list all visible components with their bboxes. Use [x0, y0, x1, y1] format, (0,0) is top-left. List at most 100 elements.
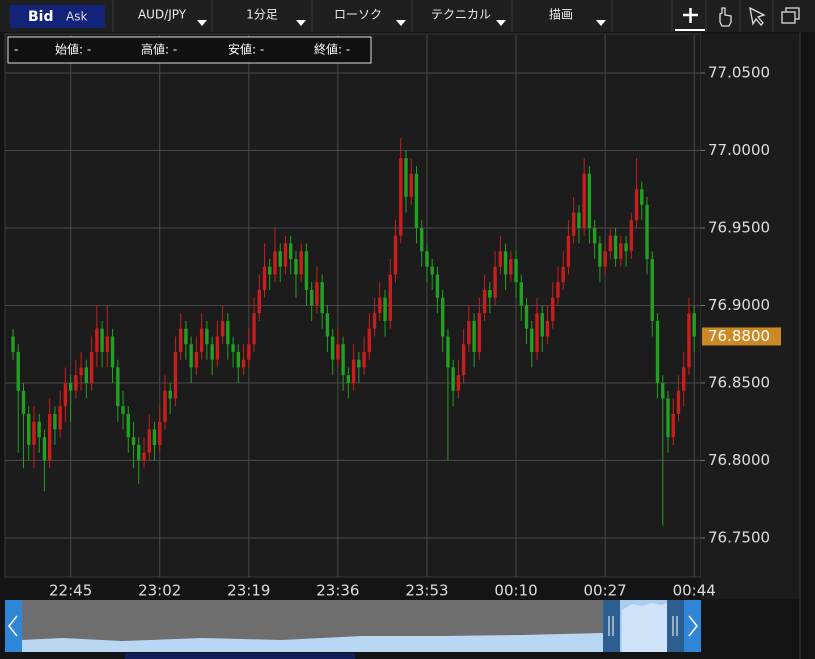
candle-body [545, 320, 550, 337]
candle-body [598, 243, 602, 267]
info-high: 高値: - [141, 42, 177, 57]
candle-body [440, 297, 445, 337]
candle-body [205, 328, 209, 345]
navigator-left-button[interactable] [5, 600, 22, 652]
candle-body [194, 351, 199, 368]
candle-body [530, 328, 534, 352]
candle-body [241, 359, 246, 368]
candle-body [435, 274, 440, 298]
candle-body [215, 336, 220, 360]
candle-body [514, 258, 518, 283]
candle-body [126, 413, 130, 438]
candle-body [488, 289, 492, 298]
candle-body [456, 375, 461, 391]
candle-body [304, 251, 309, 290]
candle-body [346, 375, 351, 383]
candle-body [21, 390, 26, 414]
candle-body [315, 282, 319, 306]
candle-body [414, 173, 419, 228]
info-bar [7, 36, 372, 64]
y-tick-label: 76.9000 [708, 296, 770, 314]
candle-body [451, 367, 455, 391]
candle-body [325, 313, 330, 337]
navigator-right-button[interactable] [684, 600, 701, 652]
candle-body [294, 258, 298, 275]
price-axis-area [701, 34, 800, 599]
candle-body [121, 406, 125, 414]
candle-body [58, 406, 62, 430]
candle-body [283, 243, 288, 267]
candle-body [68, 382, 73, 391]
candle-body [357, 359, 361, 368]
candle-body [666, 398, 670, 438]
x-tick-label: 00:44 [673, 582, 716, 600]
candle-body [498, 251, 503, 267]
candle-body [582, 173, 586, 228]
candle-body [131, 437, 136, 445]
candle-body [158, 421, 162, 445]
x-tick-label: 22:45 [49, 582, 92, 600]
candle-body [32, 421, 36, 445]
y-tick-label: 77.0000 [708, 141, 770, 159]
candle-body [137, 444, 141, 461]
candle-body [226, 320, 230, 345]
candle-body [420, 227, 424, 252]
candle-body [116, 367, 120, 407]
navigator [5, 600, 701, 659]
y-tick-label: 76.8500 [708, 373, 770, 391]
candle-body [592, 227, 597, 244]
y-tick-label: 77.0500 [708, 63, 770, 81]
pointer-tool[interactable] [749, 6, 766, 26]
candle-body [351, 359, 356, 383]
candle-body [110, 336, 115, 368]
navigator-left-handle[interactable] [603, 600, 620, 652]
candle-body [262, 266, 267, 290]
candle-body [252, 313, 256, 345]
bid-ask-toggle[interactable] [10, 5, 105, 28]
candle-body [556, 282, 560, 298]
candle-body [393, 235, 398, 275]
candle-body [84, 367, 89, 383]
pair-dropdown[interactable]: AUD/JPY [138, 8, 187, 22]
candle-body [53, 413, 57, 430]
technical-dropdown[interactable]: テクニカル [431, 8, 491, 22]
candle-body [47, 413, 52, 461]
candle-body [199, 328, 204, 352]
bid-label[interactable]: Bid [28, 9, 54, 25]
timeframe-dropdown[interactable]: 1分足 [246, 8, 278, 22]
x-tick-label: 23:53 [405, 582, 448, 600]
crosshair-tool[interactable] [674, 2, 705, 31]
toolbar-separators [112, 0, 774, 32]
drawing-dropdown[interactable]: 描画 [549, 8, 573, 22]
candle-body [231, 344, 235, 352]
candle-body [571, 212, 576, 236]
candle-body [89, 351, 94, 383]
candle-body [409, 173, 413, 197]
candle-body [404, 158, 408, 197]
info-low: 安値: - [228, 42, 264, 57]
current-price-marker [702, 327, 781, 346]
candle-body [650, 258, 654, 321]
candle-body [425, 251, 429, 267]
candle-body [430, 266, 434, 275]
candle-body [289, 243, 293, 259]
candle-body [461, 344, 466, 376]
ask-label[interactable]: Ask [66, 10, 87, 24]
candle-body [524, 305, 529, 329]
candle-body [687, 313, 691, 368]
window-tool[interactable] [781, 7, 800, 24]
candle-body [692, 313, 696, 337]
candle-body [168, 390, 172, 399]
navigator-right-handle[interactable] [667, 600, 684, 652]
info-open: 始値: - [55, 42, 91, 57]
candle-body [184, 328, 188, 345]
candle-body [95, 328, 99, 352]
candle-body [372, 313, 377, 329]
chart-style-dropdown[interactable]: ローソク [334, 8, 382, 22]
candle-body [189, 344, 193, 368]
candle-body [173, 351, 178, 399]
y-tick-label: 76.9500 [708, 218, 770, 236]
hand-tool[interactable] [719, 7, 732, 27]
candle-body [472, 320, 476, 352]
candle-body [37, 421, 41, 438]
